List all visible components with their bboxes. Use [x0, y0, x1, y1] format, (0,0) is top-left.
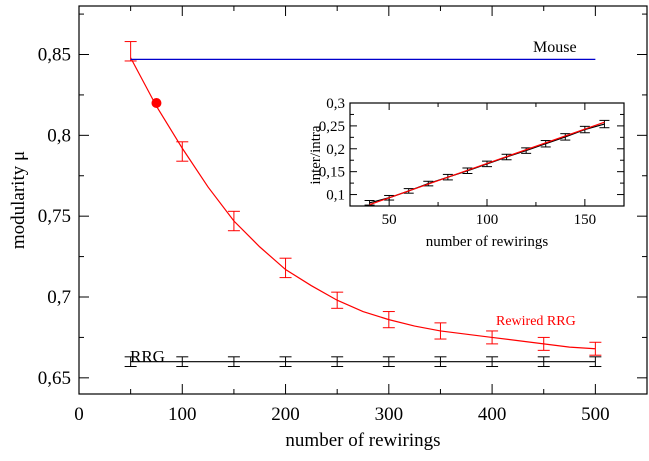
x-tick-label: 500 [581, 404, 610, 425]
x-tick-label: 400 [478, 404, 507, 425]
error-bar [176, 142, 188, 161]
error-bar [331, 292, 343, 308]
y-tick-label: 0,85 [38, 45, 71, 66]
x-tick-label: 200 [271, 404, 300, 425]
annotation-rewired-rrg: Rewired RRG [496, 314, 576, 329]
highlight-point [151, 98, 161, 108]
main-y-axis-label: modularity μ [8, 151, 29, 249]
y-tick-label: 0,7 [47, 287, 71, 308]
x-tick-label: 150 [574, 212, 597, 228]
error-bar [228, 211, 240, 230]
annotation-mouse: Mouse [533, 39, 577, 56]
x-tick-label: 0 [74, 404, 84, 425]
x-tick-label: 100 [168, 404, 197, 425]
y-tick-label: 0,65 [38, 368, 71, 389]
inset-x-axis-label: number of rewirings [426, 234, 549, 250]
main-x-axis-label: number of rewirings [285, 430, 440, 451]
x-tick-label: 50 [382, 212, 397, 228]
x-tick-label: 100 [476, 212, 499, 228]
x-tick-label: 300 [375, 404, 404, 425]
error-bar [280, 258, 292, 277]
inset-y-axis-label: inter/intra [308, 125, 324, 184]
y-tick-label: 0,2 [326, 142, 345, 158]
error-bar [383, 312, 395, 328]
y-tick-label: 0,3 [326, 96, 345, 112]
annotation-rrg: RRG [130, 347, 165, 366]
y-tick-label: 0,8 [47, 125, 71, 146]
error-bar [125, 42, 137, 61]
y-tick-label: 0,75 [38, 206, 71, 227]
y-tick-label: 0,1 [326, 188, 345, 204]
inset-background [350, 103, 624, 206]
